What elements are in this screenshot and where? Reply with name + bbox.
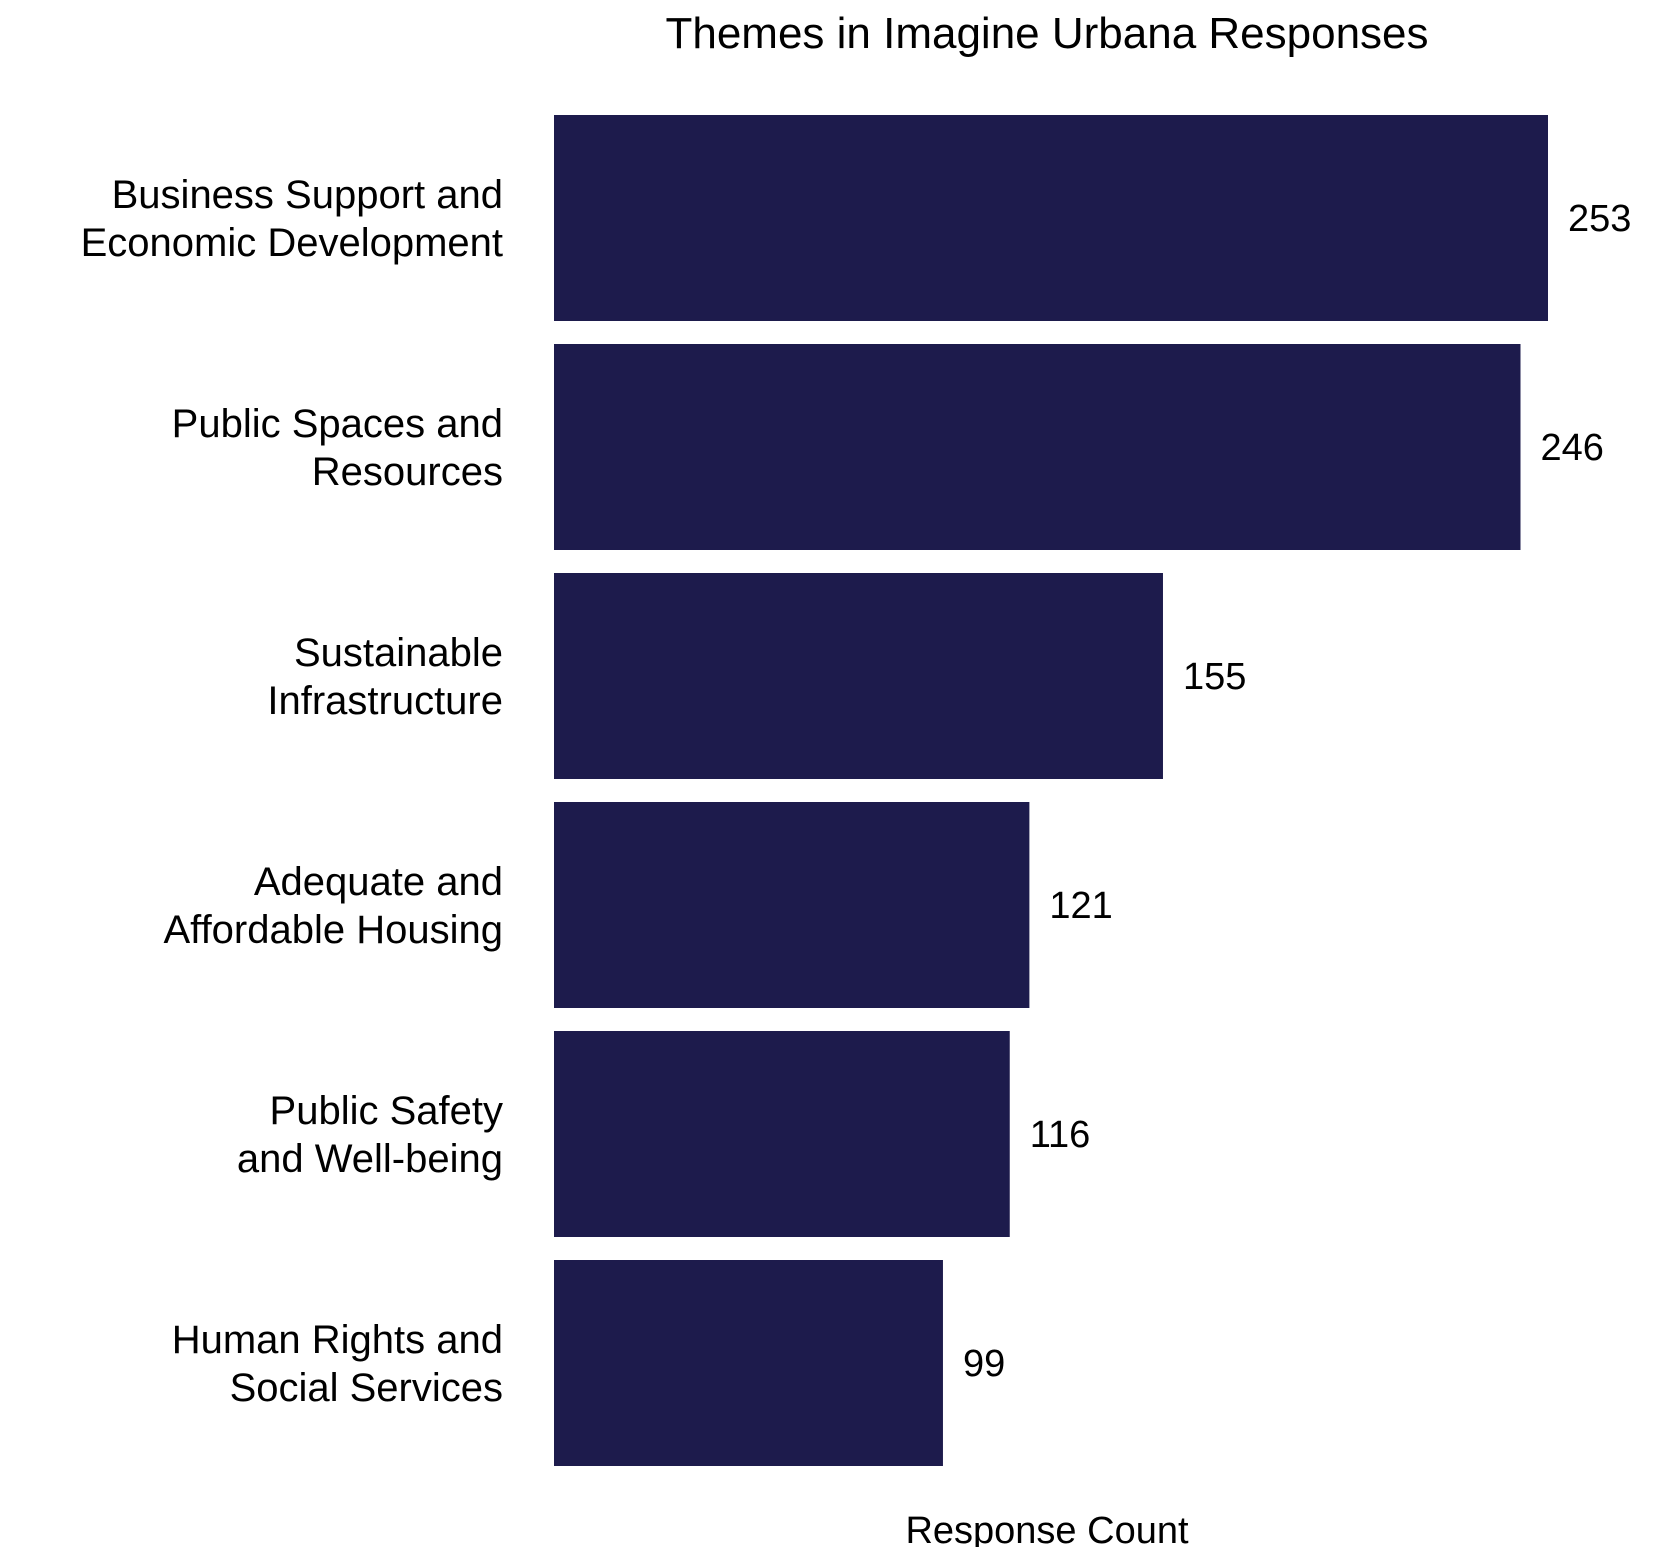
value-label-1: 246 [1540,427,1603,469]
category-label-0-line-0: Business Support and [112,173,503,217]
value-label-5: 99 [963,1343,1005,1385]
category-label-1-line-1: Resources [312,450,503,494]
category-label-5-line-0: Human Rights and [172,1318,503,1362]
value-label-2: 155 [1183,656,1246,698]
value-label-4: 116 [1030,1114,1091,1156]
bar-5 [554,1260,943,1466]
bar-4 [554,1031,1010,1237]
category-label-2-line-1: Infrastructure [267,679,503,723]
category-label-5-line-1: Social Services [230,1366,503,1410]
chart-title: Themes in Imagine Urbana Responses [665,9,1428,58]
x-axis-label: Response Count [905,1510,1189,1547]
bar-1 [554,344,1521,550]
category-label-0-line-1: Economic Development [81,221,503,265]
bar-2 [554,573,1163,779]
value-label-0: 253 [1568,198,1631,240]
bar-0 [554,115,1548,321]
value-label-3: 121 [1049,885,1112,927]
category-label-3-line-1: Affordable Housing [164,908,504,952]
category-label-4-line-0: Public Safety [270,1089,503,1133]
bar-3 [554,802,1030,1008]
category-label-1-line-0: Public Spaces and [172,402,503,446]
category-label-2-line-0: Sustainable [294,631,503,675]
category-label-3-line-0: Adequate and [254,860,503,904]
category-label-4-line-1: and Well-being [237,1137,503,1181]
